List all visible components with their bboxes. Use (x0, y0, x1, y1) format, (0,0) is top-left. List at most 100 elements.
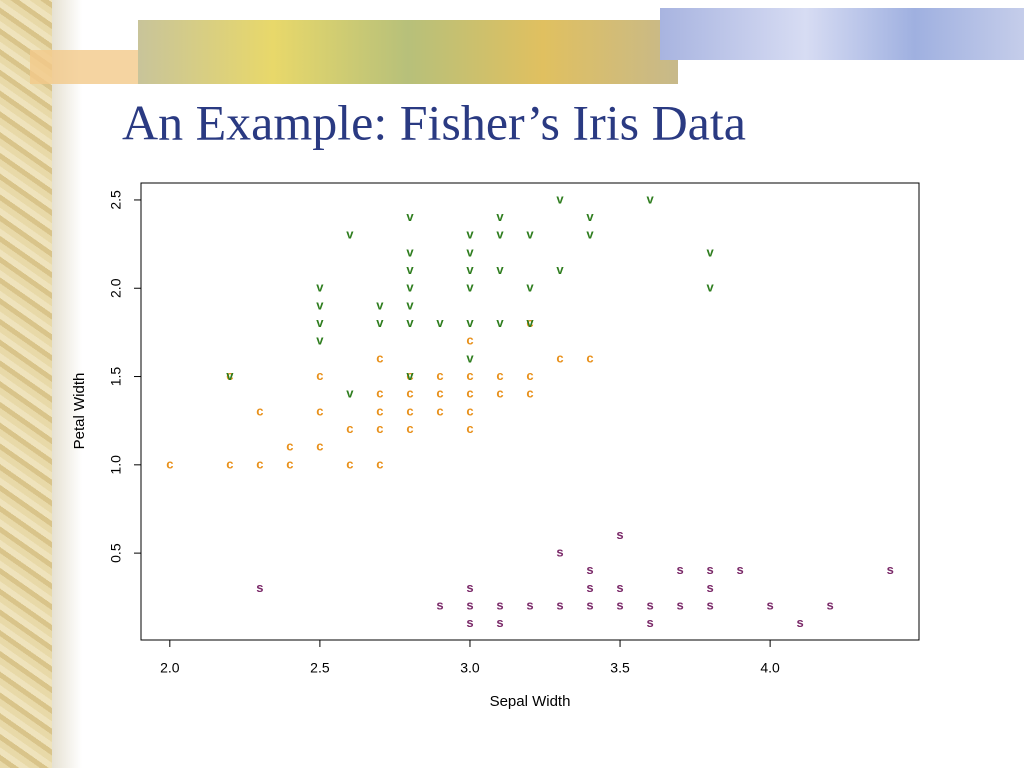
point-marker: s (586, 562, 593, 577)
plot-frame (140, 182, 920, 641)
point-marker: c (256, 403, 263, 418)
y-tick-label: 2.5 (108, 190, 124, 210)
point-marker: c (226, 368, 233, 383)
point-marker: v (706, 280, 714, 295)
point-marker: v (346, 227, 354, 242)
x-tick-label: 4.0 (760, 660, 780, 676)
point-marker: v (586, 209, 594, 224)
point-marker: v (436, 315, 444, 330)
y-axis-label: Petal Width (71, 373, 88, 450)
point-marker: v (346, 386, 354, 401)
point-marker: c (286, 456, 293, 471)
point-marker: v (406, 315, 414, 330)
decor-banner (138, 20, 678, 84)
point-marker: s (526, 598, 533, 613)
point-marker: v (406, 368, 414, 383)
point-marker: c (316, 368, 323, 383)
point-marker: s (887, 562, 894, 577)
decor-banner (660, 8, 1024, 60)
point-marker: s (616, 580, 623, 595)
point-marker: s (676, 598, 683, 613)
point-marker: v (316, 280, 324, 295)
point-marker: v (466, 280, 474, 295)
point-marker: c (586, 350, 593, 365)
point-marker: v (316, 297, 324, 312)
point-marker: s (736, 562, 743, 577)
point-marker: c (496, 368, 503, 383)
point-marker: c (436, 386, 443, 401)
point-marker: v (406, 244, 414, 259)
point-marker: v (376, 297, 384, 312)
point-marker: v (316, 315, 324, 330)
decor-shade (52, 0, 82, 768)
point-marker: c (376, 350, 383, 365)
point-marker: s (496, 615, 503, 630)
point-marker: c (466, 368, 473, 383)
point-marker: c (526, 386, 533, 401)
point-marker: s (767, 598, 774, 613)
point-marker: s (466, 598, 473, 613)
point-marker: s (256, 580, 263, 595)
x-tick-label: 2.5 (310, 660, 330, 676)
point-marker: s (586, 598, 593, 613)
point-marker: c (406, 386, 413, 401)
point-marker: s (586, 580, 593, 595)
point-marker: v (406, 280, 414, 295)
y-tick-label: 1.0 (108, 455, 124, 475)
point-marker: v (466, 244, 474, 259)
point-marker: c (286, 439, 293, 454)
point-marker: v (496, 315, 504, 330)
point-marker: c (316, 403, 323, 418)
slide-title: An Example: Fisher’s Iris Data (122, 94, 746, 150)
point-marker: s (646, 598, 653, 613)
decor-strip (0, 0, 52, 768)
point-marker: c (466, 386, 473, 401)
point-marker: c (526, 315, 533, 330)
point-marker: c (226, 456, 233, 471)
point-marker: c (316, 439, 323, 454)
point-marker: c (496, 386, 503, 401)
x-axis-label: Sepal Width (490, 693, 571, 710)
point-marker: c (406, 403, 413, 418)
point-marker: v (466, 227, 474, 242)
point-marker: c (466, 421, 473, 436)
point-marker: v (406, 297, 414, 312)
point-marker: v (406, 209, 414, 224)
point-marker: s (646, 615, 653, 630)
point-marker: v (556, 191, 564, 206)
x-tick-label: 3.0 (460, 660, 480, 676)
x-tick-label: 3.5 (610, 660, 630, 676)
point-marker: v (466, 350, 474, 365)
point-marker: v (526, 315, 534, 330)
point-marker: c (376, 456, 383, 471)
y-tick-label: 2.0 (108, 278, 124, 298)
point-marker: c (436, 368, 443, 383)
point-marker: v (496, 209, 504, 224)
point-marker: v (406, 262, 414, 277)
point-marker: v (316, 333, 324, 348)
point-marker: s (676, 562, 683, 577)
point-marker: s (706, 562, 713, 577)
point-marker: s (466, 580, 473, 595)
point-marker: v (526, 280, 534, 295)
point-marker: s (797, 615, 804, 630)
point-marker: v (526, 227, 534, 242)
point-marker: s (466, 615, 473, 630)
point-marker: c (406, 368, 413, 383)
point-marker: s (616, 527, 623, 542)
point-marker: v (496, 262, 504, 277)
point-marker: c (526, 368, 533, 383)
point-marker: c (346, 421, 353, 436)
point-marker: v (706, 244, 714, 259)
x-tick-label: 2.0 (160, 660, 180, 676)
point-marker: c (556, 350, 563, 365)
point-marker: s (706, 598, 713, 613)
y-tick-label: 0.5 (108, 543, 124, 563)
point-marker: c (376, 386, 383, 401)
point-marker: c (346, 456, 353, 471)
point-marker: v (586, 227, 594, 242)
point-marker: c (466, 333, 473, 348)
point-marker: s (496, 598, 503, 613)
